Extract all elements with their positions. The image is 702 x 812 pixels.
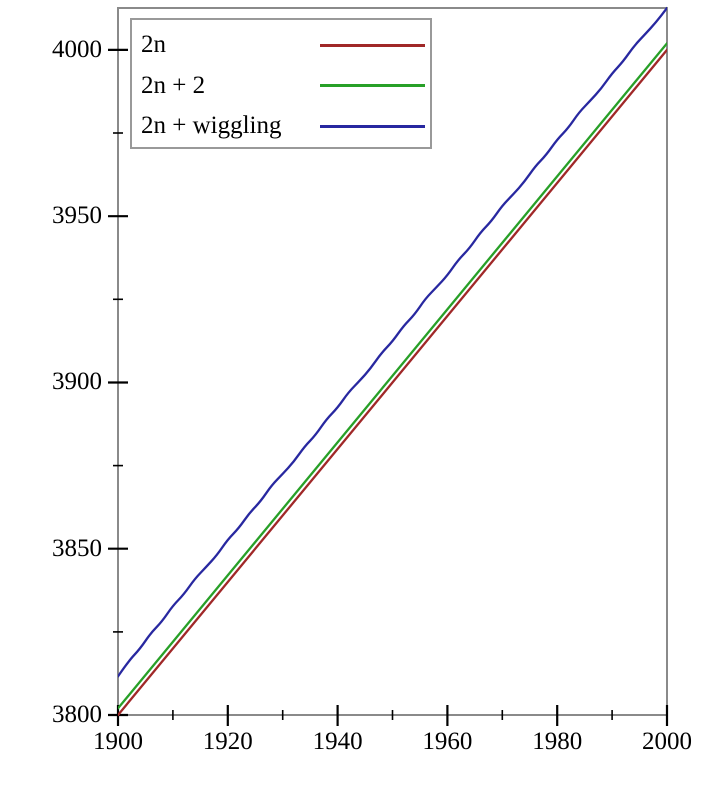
x-tick-label: 2000 [642, 728, 692, 755]
x-tick-label: 1900 [93, 728, 143, 755]
x-tick-label: 1920 [202, 728, 253, 755]
series-line-2n-2 [118, 42, 667, 710]
legend-label: 2n [141, 31, 166, 59]
legend: 2n 2n + 2 2n + wiggling [130, 18, 432, 149]
x-tick-label: 1940 [312, 728, 363, 755]
x-tick-label: 1980 [532, 728, 583, 755]
legend-swatch-line [320, 84, 425, 88]
series-line-2n-wiggling [118, 6, 667, 678]
legend-label: 2n + 2 [141, 71, 206, 99]
legend-item: 2n [132, 25, 430, 66]
legend-item: 2n + wiggling [132, 106, 430, 147]
y-tick-label: 4000 [52, 35, 102, 63]
y-tick-label: 3800 [52, 701, 102, 728]
legend-item: 2n + 2 [132, 66, 430, 107]
legend-label: 2n + wiggling [141, 112, 282, 140]
legend-swatch-line [320, 43, 425, 47]
y-tick-label: 3950 [52, 202, 102, 230]
legend-swatch-line [320, 124, 425, 128]
y-tick-label: 3850 [52, 534, 102, 562]
x-tick-label: 1960 [422, 728, 473, 755]
y-tick-label: 3900 [52, 368, 102, 396]
series-line-2n [118, 48, 667, 717]
series-layer [118, 6, 667, 717]
